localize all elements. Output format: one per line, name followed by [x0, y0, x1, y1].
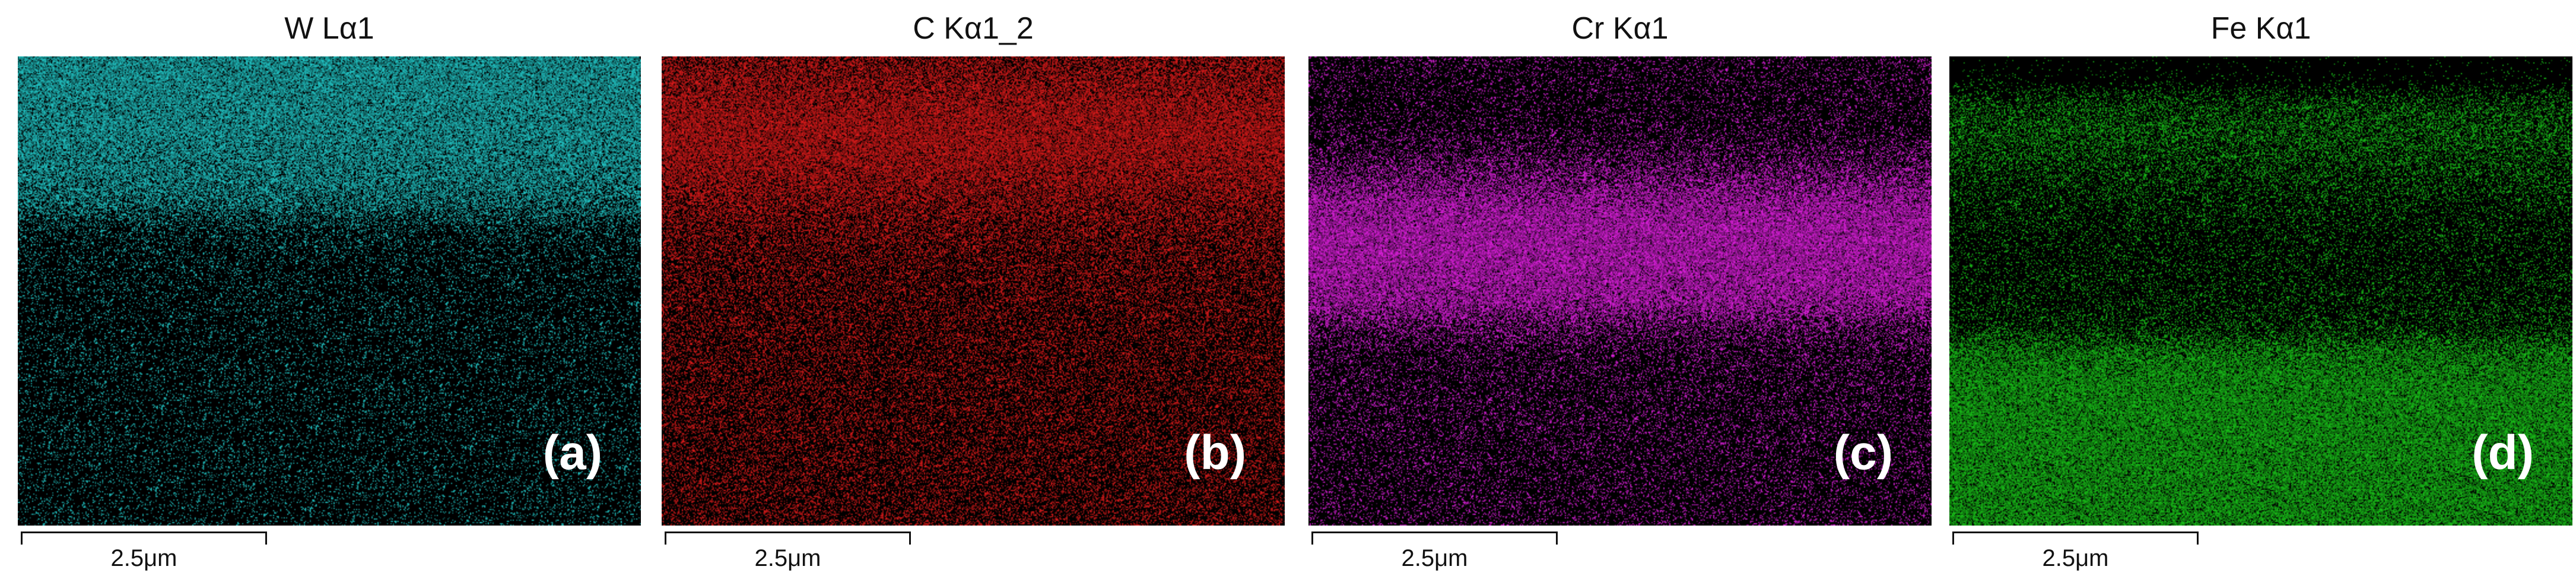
panel-label: (b) [1184, 426, 1246, 480]
panel-title-fe: Fe Kα1 [2210, 11, 2311, 46]
eds-map-tungsten: (a) [18, 56, 641, 526]
panel-label: (c) [1833, 426, 1893, 480]
scale-bar [665, 531, 911, 545]
scale-bar-label: 2.5μm [2042, 545, 2109, 571]
eds-map-iron: (d) [1949, 56, 2572, 526]
eds-map-canvas [18, 56, 641, 526]
panel-label: (d) [2472, 426, 2534, 480]
panel-d: Fe Kα1 (d) 2.5μm [1949, 0, 2572, 579]
panel-b: C Kα1_2 (b) 2.5μm [662, 0, 1285, 579]
eds-map-canvas [1949, 56, 2572, 526]
scale-bar [1311, 531, 1558, 545]
scale-bar-label: 2.5μm [1401, 545, 1468, 571]
panel-title-w: W Lα1 [284, 11, 374, 46]
scale-bar-label: 2.5μm [110, 545, 177, 571]
panel-c: Cr Kα1 (c) 2.5μm [1308, 0, 1932, 579]
eds-map-canvas [662, 56, 1285, 526]
scale-bar-label: 2.5μm [754, 545, 821, 571]
eds-map-canvas [1308, 56, 1932, 526]
panel-title-cr: Cr Kα1 [1571, 11, 1669, 46]
eds-map-chromium: (c) [1308, 56, 1932, 526]
panel-label: (a) [542, 426, 602, 480]
panel-a: W Lα1 (a) 2.5μm [18, 0, 641, 579]
scale-bar [21, 531, 267, 545]
scale-bar [1952, 531, 2199, 545]
eds-map-carbon: (b) [662, 56, 1285, 526]
panel-title-c: C Kα1_2 [913, 11, 1034, 46]
